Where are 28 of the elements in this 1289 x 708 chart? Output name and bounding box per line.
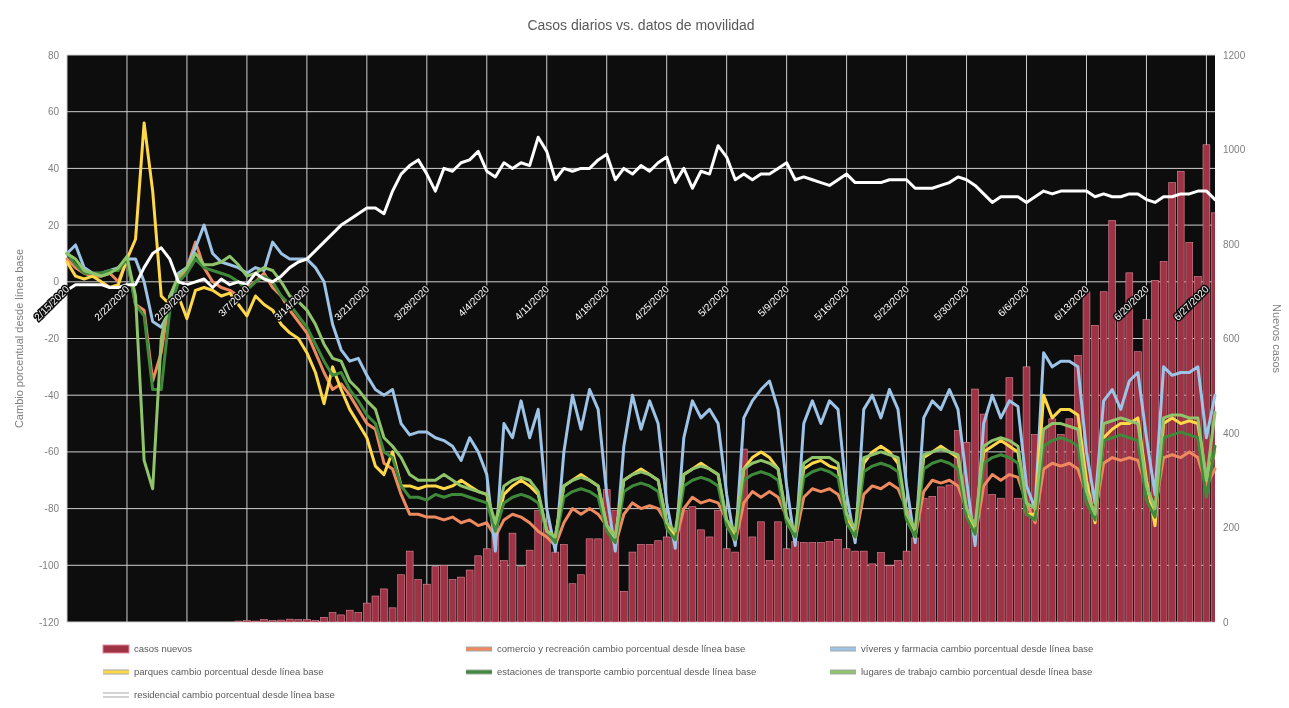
y2-tick-label: 800 (1223, 238, 1241, 250)
y-tick-label: 80 (47, 49, 60, 61)
chart-title: Casos diarios vs. datos de movilidad (527, 17, 755, 33)
y2-tick-label: 1000 (1223, 144, 1246, 155)
y-tick-label: -60 (44, 446, 60, 458)
y-tick-label: 60 (47, 106, 60, 118)
legend-label: parques cambio porcentual desde línea base (134, 666, 324, 677)
y-tick-label: 40 (47, 162, 60, 174)
legend-label: estaciones de transporte cambio porcentual desde línea base (497, 666, 757, 677)
y-axis-title: Cambio porcentual desde línea base (13, 248, 25, 429)
y2-tick-label: 200 (1223, 522, 1241, 533)
y-tick-label: -100 (38, 559, 60, 571)
y2-tick-label: 1200 (1223, 49, 1246, 61)
legend-label: lugares de trabajo cambio porcentual desde línea base (861, 666, 1093, 677)
legend-label: comercio y recreación cambio porcentual desde línea base (497, 643, 746, 654)
legend-label: residencial cambio porcentual desde línea base (134, 689, 335, 700)
y2-tick-label: 0 (1223, 616, 1229, 628)
y-tick-label: -20 (44, 333, 60, 344)
y-tick-label: 20 (47, 219, 60, 231)
y-tick-label: -80 (44, 503, 60, 515)
y2-tick-label: 600 (1223, 333, 1241, 344)
y2-tick-label: 400 (1223, 427, 1241, 439)
legend-label: casos nuevos (134, 643, 193, 654)
legend-label: víveres y farmacia cambio porcentual desde línea base (861, 643, 1094, 654)
y-tick-label: -40 (44, 389, 60, 401)
y2-axis-title: Nuevos casos (1271, 303, 1283, 374)
y-tick-label: 0 (53, 276, 60, 288)
y-tick-label: -120 (38, 616, 60, 628)
